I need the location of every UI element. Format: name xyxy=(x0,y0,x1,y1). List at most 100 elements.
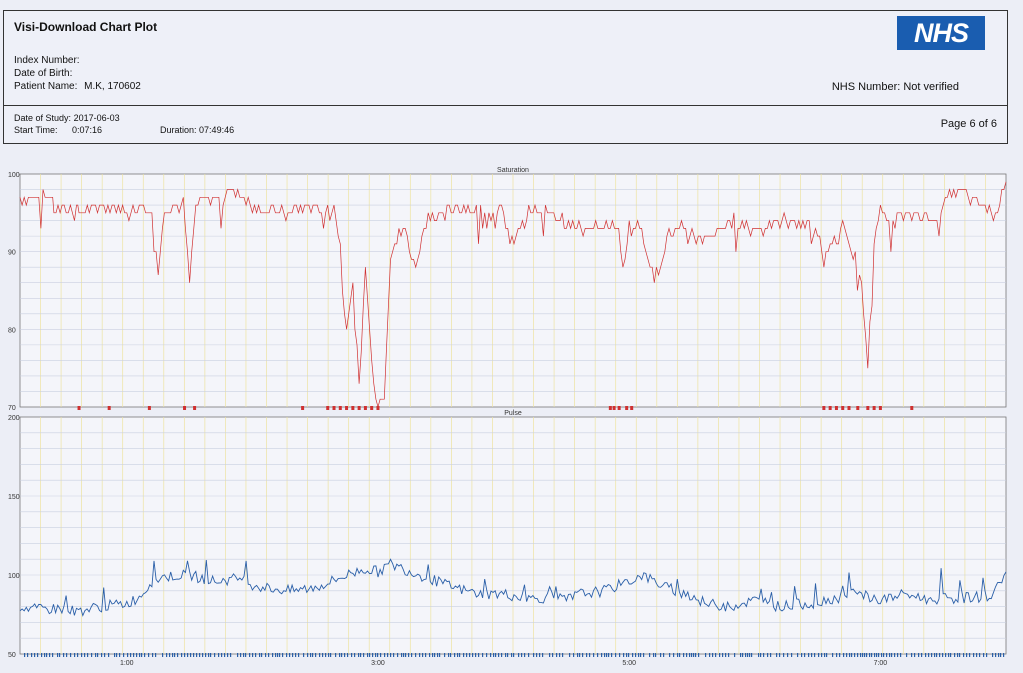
pulse-flag-mark xyxy=(139,653,141,657)
pulse-flag-mark xyxy=(46,653,48,657)
pulse-flag-mark xyxy=(849,653,851,657)
pulse-flag-mark xyxy=(562,653,564,657)
pulse-flag-mark xyxy=(549,653,551,657)
pulse-flag-mark xyxy=(986,653,988,657)
pulse-flag-mark xyxy=(114,653,116,657)
pulse-flag-mark xyxy=(931,653,933,657)
pulse-flag-mark xyxy=(801,653,803,657)
pulse-flag-mark xyxy=(886,653,888,657)
pulse-flag-mark xyxy=(52,653,54,657)
pulse-flag-mark xyxy=(719,653,721,657)
pulse-flag-mark xyxy=(240,653,242,657)
pulse-flag-mark xyxy=(559,653,561,657)
pulse-flag-mark xyxy=(408,653,410,657)
pulse-flag-mark xyxy=(221,653,223,657)
pulse-flag-mark xyxy=(821,653,823,657)
pulse-flag-mark xyxy=(162,653,164,657)
pulse-flag-mark xyxy=(155,653,157,657)
pulse-flag-mark xyxy=(770,653,772,657)
pulse-flag-mark xyxy=(839,653,841,657)
pulse-flag-mark xyxy=(70,653,72,657)
pulse-flag-mark xyxy=(586,653,588,657)
pulse-ytick-label: 200 xyxy=(8,415,20,422)
pulse-flag-mark xyxy=(528,653,530,657)
pulse-flag-mark xyxy=(347,653,349,657)
pulse-flag-mark xyxy=(511,653,513,657)
pulse-flag-mark xyxy=(104,653,106,657)
pulse-flag-mark xyxy=(196,653,198,657)
pulse-flag-mark xyxy=(322,653,324,657)
nhs-number: NHS Number: Not verified xyxy=(831,81,959,93)
saturation-flag-mark xyxy=(326,406,330,410)
pulse-flag-mark xyxy=(344,653,346,657)
saturation-flag-mark xyxy=(630,406,634,410)
pulse-flag-mark xyxy=(745,653,747,657)
pulse-flag-mark xyxy=(914,653,916,657)
pulse-flag-mark xyxy=(992,653,994,657)
pulse-flag-mark xyxy=(358,653,360,657)
pulse-flag-mark xyxy=(44,653,46,657)
patient-name-value: M.K, 170602 xyxy=(84,81,141,92)
pulse-flag-mark xyxy=(966,653,968,657)
pulse-ytick-label: 50 xyxy=(8,652,16,659)
pulse-flag-mark xyxy=(425,653,427,657)
pulse-flag-mark xyxy=(751,653,753,657)
report-title: Visi-Download Chart Plot xyxy=(14,20,158,34)
pulse-flag-mark xyxy=(653,653,655,657)
pulse-flag-mark xyxy=(199,653,201,657)
pulse-flag-mark xyxy=(144,653,146,657)
pulse-flag-mark xyxy=(513,653,515,657)
pulse-flag-mark xyxy=(698,653,700,657)
pulse-flag-mark xyxy=(725,653,727,657)
pulse-flag-mark xyxy=(24,653,26,657)
pulse-flag-mark xyxy=(360,653,362,657)
pulse-flag-mark xyxy=(310,653,312,657)
pulse-flag-mark xyxy=(372,653,374,657)
pulse-flag-mark xyxy=(742,653,744,657)
pulse-flag-mark xyxy=(976,653,978,657)
pulse-flag-mark xyxy=(482,653,484,657)
pulse-flag-mark xyxy=(945,653,947,657)
saturation-flag-mark xyxy=(866,406,870,410)
pulse-flag-mark xyxy=(1003,653,1005,657)
saturation-flag-mark xyxy=(77,406,81,410)
pulse-flag-mark xyxy=(969,653,971,657)
pulse-flag-mark xyxy=(693,653,695,657)
pulse-flag-mark xyxy=(957,653,959,657)
pulse-flag-mark xyxy=(448,653,450,657)
saturation-flag-mark xyxy=(183,406,187,410)
pulse-flag-mark xyxy=(429,653,431,657)
pulse-flag-mark xyxy=(136,653,138,657)
pulse-flag-mark xyxy=(740,653,742,657)
pulse-flag-mark xyxy=(505,653,507,657)
pulse-flag-mark xyxy=(237,653,239,657)
pulse-flag-mark xyxy=(734,653,736,657)
pulse-flag-mark xyxy=(91,653,93,657)
pulse-flag-mark xyxy=(836,653,838,657)
pulse-flag-mark xyxy=(97,653,99,657)
pulse-flag-mark xyxy=(878,653,880,657)
pulse-flag-mark xyxy=(608,653,610,657)
pulse-flag-mark xyxy=(224,653,226,657)
pulse-flag-mark xyxy=(864,653,866,657)
pulse-flag-mark xyxy=(891,653,893,657)
pulse-flag-mark xyxy=(214,653,216,657)
pulse-flag-mark xyxy=(393,653,395,657)
pulse-flag-mark xyxy=(871,653,873,657)
pulse-flag-mark xyxy=(37,653,39,657)
pulse-flag-mark xyxy=(569,653,571,657)
pulse-flag-mark xyxy=(542,653,544,657)
pulse-flag-mark xyxy=(640,653,642,657)
pulse-flag-mark xyxy=(655,653,657,657)
pulse-flag-mark xyxy=(826,653,828,657)
pulse-flag-mark xyxy=(354,653,356,657)
pulse-flag-mark xyxy=(824,653,826,657)
pulse-flag-mark xyxy=(259,653,261,657)
duration-row: Duration: 07:49:46 xyxy=(160,125,234,135)
saturation-flag-mark xyxy=(345,406,349,410)
pulse-flag-mark xyxy=(439,653,441,657)
time-axis-tick-label: 3:00 xyxy=(371,660,385,667)
pulse-flag-mark xyxy=(181,653,183,657)
pulse-flag-mark xyxy=(377,653,379,657)
pulse-flag-mark xyxy=(434,653,436,657)
